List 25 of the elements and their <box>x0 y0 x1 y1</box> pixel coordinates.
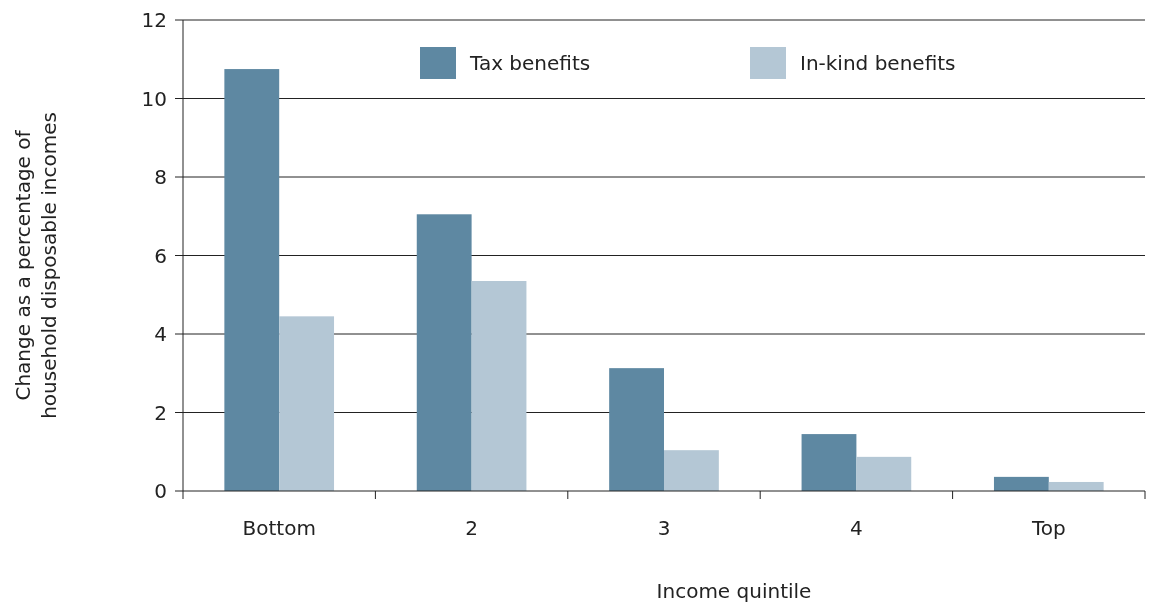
bar <box>224 69 280 491</box>
x-tick-label: 4 <box>850 516 863 540</box>
bar <box>609 368 664 491</box>
x-tick-label: 2 <box>465 516 478 540</box>
y-tick-label: 8 <box>154 165 167 189</box>
bar <box>279 316 335 491</box>
y-tick-label: 4 <box>154 322 167 346</box>
bar <box>801 434 857 491</box>
x-tick-label: Top <box>1030 516 1066 540</box>
bar <box>664 450 719 491</box>
x-tick-label: 3 <box>657 516 671 540</box>
y-tick-label: 6 <box>154 243 167 268</box>
legend-label: Tax benefits <box>469 51 591 75</box>
y-tick-label: 10 <box>141 86 167 111</box>
bar <box>471 281 527 491</box>
bar <box>993 476 1049 491</box>
legend-label: In-kind benefits <box>800 51 956 75</box>
x-tick-label: Bottom <box>242 516 316 540</box>
y-tick-label: 0 <box>154 479 167 503</box>
y-tick-label: 2 <box>154 400 167 425</box>
bar <box>856 456 912 491</box>
y-tick-label: 12 <box>141 8 167 32</box>
bar <box>416 214 472 491</box>
x-axis-title: Income quintile <box>656 579 812 603</box>
y-axis-title: Change as a percentage of household disposable incomes <box>11 112 61 419</box>
